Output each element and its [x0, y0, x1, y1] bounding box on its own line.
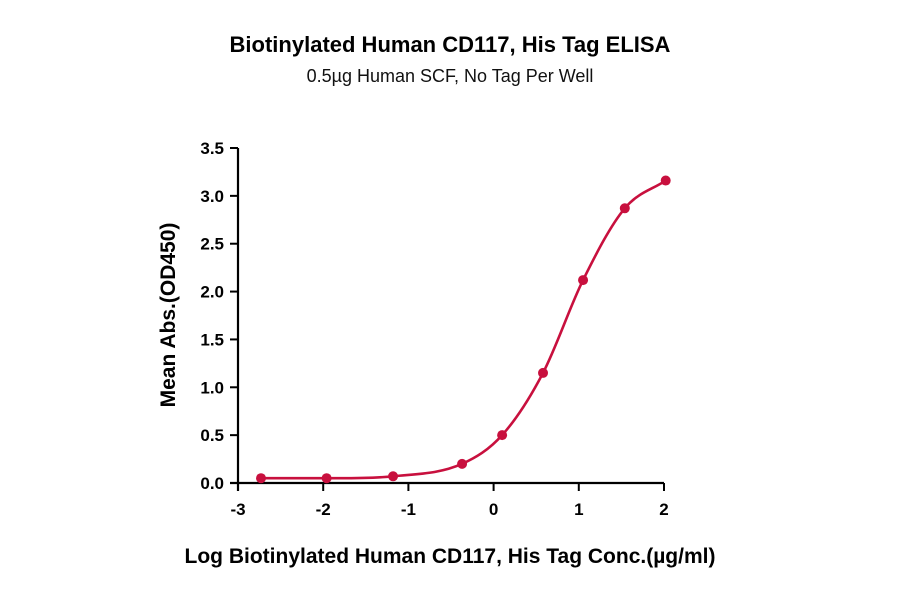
x-tick-label: 0	[489, 500, 498, 519]
x-tick-label: -2	[316, 500, 331, 519]
data-point	[660, 175, 671, 186]
x-tick-label: 2	[659, 500, 668, 519]
chart-title: Biotinylated Human CD117, His Tag ELISA	[230, 32, 671, 57]
data-point	[388, 471, 399, 482]
y-tick-label: 2.0	[200, 283, 224, 302]
y-tick-label: 1.0	[200, 378, 224, 397]
x-tick-label: -1	[401, 500, 416, 519]
data-point	[321, 473, 332, 484]
data-point	[619, 203, 630, 214]
chart-subtitle: 0.5µg Human SCF, No Tag Per Well	[307, 66, 594, 86]
x-axis-label: Log Biotinylated Human CD117, His Tag Co…	[185, 545, 716, 568]
data-point	[497, 430, 508, 441]
data-point	[578, 275, 589, 286]
axes	[230, 148, 664, 491]
y-tick-label: 2.5	[200, 235, 224, 254]
data-point	[457, 458, 468, 469]
y-axis-ticks: 0.0 0.5 1.0 1.5 2.0 2.5 3.0 3.5	[200, 139, 238, 493]
y-tick-label: 0.5	[200, 426, 224, 445]
data-point	[538, 367, 549, 378]
y-tick-label: 1.5	[200, 330, 224, 349]
y-axis-label: Mean Abs.(OD450)	[157, 223, 180, 408]
data-point	[256, 473, 267, 484]
y-tick-label: 3.5	[200, 139, 224, 158]
data-points	[256, 175, 671, 484]
x-tick-label: -3	[230, 500, 245, 519]
x-tick-label: 1	[574, 500, 583, 519]
x-axis-ticks: -3 -2 -1 0 1 2	[230, 483, 669, 519]
fit-curve	[261, 179, 667, 480]
y-tick-label: 3.0	[200, 187, 224, 206]
y-tick-label: 0.0	[200, 474, 224, 493]
